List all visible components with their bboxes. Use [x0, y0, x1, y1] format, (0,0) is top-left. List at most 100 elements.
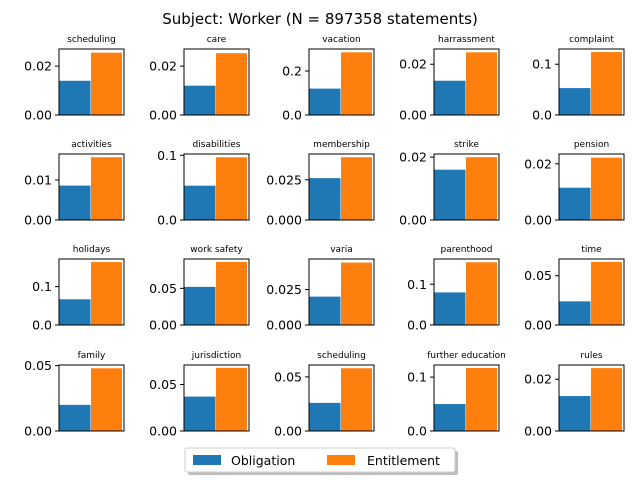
subplot-title: holidays — [73, 245, 111, 255]
subplot-title: time — [581, 245, 602, 255]
y-tick-label: 0.00 — [149, 424, 177, 439]
subplot-frame — [308, 364, 375, 432]
subplot: time 0.00 0.05 — [524, 245, 625, 333]
subplot: vacation 0.0 0.2 — [282, 35, 375, 123]
bar-entitlement — [341, 157, 372, 220]
subplot-frame — [308, 258, 375, 326]
subplot: varia 0.000 0.025 — [266, 245, 375, 333]
bar-entitlement — [91, 368, 122, 431]
subplot: care 0.00 0.02 — [149, 35, 250, 123]
y-tick-label: 0.05 — [24, 358, 52, 373]
subplot-frame — [558, 364, 625, 432]
y-tick-label: 0.2 — [282, 64, 302, 79]
subplot: scheduling 0.00 0.02 — [24, 35, 125, 123]
subplot-title: work safety — [190, 245, 243, 255]
bar-obligation — [434, 80, 466, 115]
subplot-frame — [308, 153, 375, 221]
subplot: strike 0.00 0.02 — [399, 140, 500, 228]
bar-entitlement — [216, 367, 247, 431]
y-tick-label: 0.05 — [524, 268, 552, 283]
subplot: parenthood 0.0 0.1 — [407, 245, 500, 333]
subplot-title: scheduling — [317, 351, 366, 361]
bar-entitlement — [341, 368, 372, 431]
bar-entitlement — [591, 368, 622, 431]
legend-swatch-obligation — [193, 455, 221, 465]
subplot-frame — [433, 258, 500, 326]
y-tick-label: 0.05 — [149, 281, 177, 296]
subplot-title: activities — [71, 140, 112, 150]
bar-obligation — [559, 396, 591, 431]
y-tick-label: 0.00 — [399, 108, 427, 123]
bar-obligation — [434, 404, 466, 431]
subplot: harrassment 0.00 0.02 — [399, 35, 500, 123]
subplot-frame — [308, 48, 375, 116]
bar-obligation — [59, 80, 91, 115]
y-tick-label: 0.02 — [524, 156, 552, 171]
y-tick-label: 0.025 — [266, 282, 302, 297]
subplot-title: disabilities — [193, 140, 241, 150]
subplot-frame — [58, 48, 125, 116]
subplots-grid: scheduling 0.00 0.02 care 0.00 0.02 vacation 0.… — [24, 35, 625, 439]
subplot-frame — [183, 364, 250, 432]
bar-obligation — [184, 85, 216, 115]
y-tick-label: 0.0 — [157, 213, 177, 228]
bar-obligation — [434, 292, 466, 325]
y-tick-label: 0.00 — [399, 213, 427, 228]
y-tick-label: 0.05 — [274, 369, 302, 384]
y-tick-label: 0.0 — [407, 318, 427, 333]
subplot-title: strike — [454, 140, 479, 150]
y-tick-label: 0.0 — [282, 108, 302, 123]
bar-obligation — [59, 299, 91, 325]
bar-obligation — [184, 396, 216, 431]
y-tick-label: 0.02 — [524, 372, 552, 387]
bar-entitlement — [341, 52, 372, 115]
bar-obligation — [434, 169, 466, 220]
y-tick-label: 0.0 — [532, 108, 552, 123]
legend-frame — [184, 447, 456, 473]
subplot-title: complaint — [569, 35, 614, 45]
subplot: pension 0.00 0.02 — [524, 140, 625, 228]
subplot: work safety 0.00 0.05 — [149, 245, 250, 333]
y-tick-label: 0.02 — [149, 59, 177, 74]
bar-entitlement — [466, 262, 497, 325]
bar-obligation — [59, 185, 91, 220]
subplot-title: harrassment — [438, 35, 495, 45]
subplot: activities 0.00 0.01 — [24, 140, 125, 228]
bar-obligation — [59, 404, 91, 431]
subplot-frame — [433, 364, 500, 432]
subplot: jurisdiction 0.00 0.05 — [149, 351, 250, 439]
bar-obligation — [559, 301, 591, 325]
y-tick-label: 0.00 — [149, 318, 177, 333]
bar-entitlement — [91, 262, 122, 325]
y-tick-label: 0.0 — [32, 318, 52, 333]
bar-obligation — [309, 88, 341, 115]
bar-entitlement — [341, 262, 372, 325]
bar-obligation — [184, 185, 216, 220]
bar-entitlement — [466, 52, 497, 115]
bar-entitlement — [466, 367, 497, 431]
subplot-title: family — [78, 351, 106, 361]
bar-entitlement — [216, 53, 247, 115]
legend-label-obligation: Obligation — [231, 453, 295, 468]
y-tick-label: 0.000 — [266, 213, 302, 228]
bar-obligation — [309, 178, 341, 220]
y-tick-label: 0.000 — [266, 318, 302, 333]
subplot-title: varia — [330, 245, 353, 255]
y-tick-label: 0.00 — [24, 424, 52, 439]
bar-entitlement — [591, 261, 622, 325]
subplot-title: jurisdiction — [191, 351, 242, 361]
y-tick-label: 0.00 — [524, 424, 552, 439]
subplot-frame — [183, 153, 250, 221]
subplot-title: further education — [427, 351, 506, 361]
y-tick-label: 0.025 — [266, 172, 302, 187]
chart-title: Subject: Worker (N = 897358 statements) — [162, 10, 478, 28]
subplot-title: parenthood — [441, 245, 493, 255]
y-tick-label: 0.1 — [532, 57, 552, 72]
y-tick-label: 0.00 — [274, 424, 302, 439]
bar-entitlement — [216, 261, 247, 325]
y-tick-label: 0.02 — [399, 57, 427, 72]
subplot: disabilities 0.0 0.1 — [157, 140, 250, 228]
subplot-title: membership — [313, 140, 370, 150]
y-tick-label: 0.05 — [149, 377, 177, 392]
